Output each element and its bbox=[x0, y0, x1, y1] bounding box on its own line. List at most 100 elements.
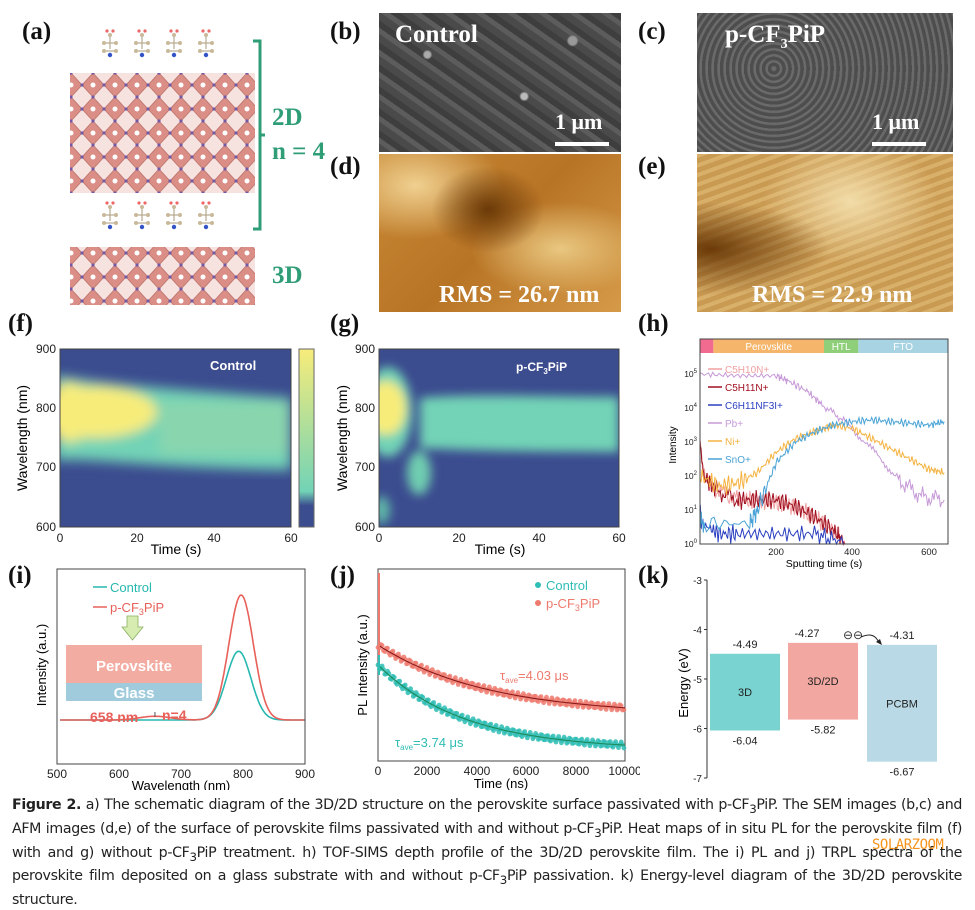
fit-line bbox=[377, 664, 626, 746]
data-point bbox=[542, 737, 548, 743]
x-tick: 8000 bbox=[563, 764, 590, 778]
depth-region-label: Perovskite bbox=[745, 342, 792, 353]
y-axis-label: PL Intensity (a.u.) bbox=[355, 614, 370, 715]
y-tick: -3 bbox=[693, 576, 702, 587]
data-point bbox=[545, 733, 551, 739]
series-line-4 bbox=[699, 420, 945, 495]
arrow-down-icon bbox=[121, 615, 144, 641]
data-point bbox=[535, 699, 541, 704]
data-point bbox=[413, 660, 419, 666]
data-point bbox=[576, 741, 582, 747]
y-tick: 800 bbox=[355, 401, 375, 415]
band-label: 3D bbox=[738, 687, 752, 699]
data-point bbox=[605, 744, 610, 749]
band-top-value: -4.27 bbox=[794, 628, 819, 640]
data-point bbox=[533, 693, 538, 699]
sem-image-control: Control 1 μm bbox=[379, 13, 621, 152]
scale-bar-label: 1 μm bbox=[872, 109, 920, 134]
y-tick: 101 bbox=[684, 505, 697, 515]
watermark: SOLARZOOM bbox=[872, 837, 944, 853]
scale-bar bbox=[555, 142, 609, 146]
y-tick: 900 bbox=[36, 342, 56, 356]
energy-band-PCBM bbox=[867, 644, 937, 762]
figure-caption: Figure 2. a) The schematic diagram of th… bbox=[12, 795, 962, 910]
caption-sub: 3 bbox=[499, 873, 508, 888]
y-tick: 600 bbox=[36, 520, 56, 534]
legend-entry: Ni+ bbox=[725, 437, 740, 448]
y-tick: -6 bbox=[693, 725, 702, 736]
data-point bbox=[431, 700, 437, 705]
pl-spectra-chart: Control p-CF3PiP Perovskite Glass 658 nm… bbox=[34, 568, 315, 790]
inset-glass-label: Glass bbox=[114, 685, 155, 702]
data-point bbox=[607, 739, 613, 744]
caption-sub: 3 bbox=[749, 801, 757, 816]
legend-pcf3pip: p-CF3PiP bbox=[546, 596, 600, 613]
caption-sub: 3 bbox=[189, 849, 197, 864]
data-point bbox=[447, 673, 453, 679]
data-point bbox=[510, 689, 515, 695]
x-tick: 6000 bbox=[513, 764, 540, 778]
label-3d: 3D bbox=[272, 262, 303, 289]
title-sub: 3 bbox=[780, 37, 788, 52]
legend-entry: C5H10N+ bbox=[725, 365, 769, 376]
y-axis-label: Intensity (a.u.) bbox=[34, 624, 49, 706]
2d-bracket bbox=[253, 39, 265, 231]
data-point bbox=[390, 648, 396, 654]
data-point bbox=[493, 723, 499, 728]
data-point bbox=[501, 692, 507, 698]
y-tick: 700 bbox=[36, 460, 56, 474]
depth-region-label: FTO bbox=[893, 342, 913, 353]
depth-region bbox=[700, 339, 714, 353]
legend-marker-pcf3pip bbox=[535, 600, 541, 606]
legend-marker-control bbox=[535, 582, 541, 588]
data-point bbox=[548, 738, 553, 744]
data-point bbox=[530, 697, 536, 703]
caption-text: PiP treatment. h) TOF-SIMS depth profile… bbox=[12, 844, 962, 885]
3d-perovskite-layer bbox=[70, 247, 255, 305]
sem-title-pcf3pip: p-CF3PiP bbox=[725, 21, 825, 53]
x-tick: 0 bbox=[57, 531, 64, 545]
legend-pcf3pip: p-CF3PiP bbox=[110, 600, 164, 617]
scale-bar bbox=[872, 142, 926, 146]
legend-entry: C6H11NF3I+ bbox=[725, 401, 783, 412]
y-tick: -7 bbox=[693, 774, 702, 785]
energy-band-3D bbox=[710, 653, 780, 731]
band-label: 3D/2D bbox=[807, 676, 838, 688]
panel-label-b: (b) bbox=[330, 18, 361, 45]
x-axis-label: Time (s) bbox=[151, 541, 202, 557]
inset-glass-layer bbox=[66, 683, 202, 701]
band-top-value: -4.49 bbox=[732, 639, 757, 651]
energy-band-3D/2D bbox=[788, 642, 858, 720]
x-tick: 60 bbox=[612, 531, 626, 545]
x-tick: 10000 bbox=[608, 764, 640, 778]
label-n4: n = 4 bbox=[272, 138, 326, 165]
data-point bbox=[621, 707, 627, 713]
data-point bbox=[522, 729, 528, 734]
y-tick: 105 bbox=[684, 369, 697, 379]
panel-label-a: (a) bbox=[22, 18, 52, 45]
electron-icon: ⊖⊖ bbox=[843, 628, 863, 642]
x-tick: 60 bbox=[284, 531, 298, 545]
data-point bbox=[476, 682, 481, 687]
panel-label-i: (i) bbox=[8, 562, 32, 589]
tau-label-control: τave=3.74 μs bbox=[395, 735, 464, 752]
caption-sub: 3 bbox=[594, 825, 602, 840]
x-tick: 700 bbox=[171, 767, 191, 781]
data-point bbox=[504, 688, 510, 694]
depth-region bbox=[824, 339, 859, 353]
x-tick: 900 bbox=[295, 767, 315, 781]
legend-control: Control bbox=[110, 580, 152, 595]
organic-spacer-bottom bbox=[101, 200, 215, 230]
data-point bbox=[470, 681, 476, 687]
data-point bbox=[550, 733, 556, 739]
afm-image-control: RMS = 26.7 nm bbox=[379, 154, 621, 312]
series-line-1 bbox=[699, 439, 845, 546]
tof-sims-chart: Perovskite HTL FTO C5H10N+ C5H11N+ C6H11NF3I… bbox=[668, 338, 949, 570]
structure-schematic bbox=[70, 28, 265, 305]
data-point bbox=[564, 702, 570, 708]
x-tick: 4000 bbox=[464, 764, 491, 778]
series-line-3 bbox=[699, 371, 945, 508]
x-tick: 40 bbox=[207, 531, 221, 545]
2d-perovskite-layer bbox=[70, 73, 255, 193]
y-axis-label: Intensity bbox=[668, 426, 679, 463]
